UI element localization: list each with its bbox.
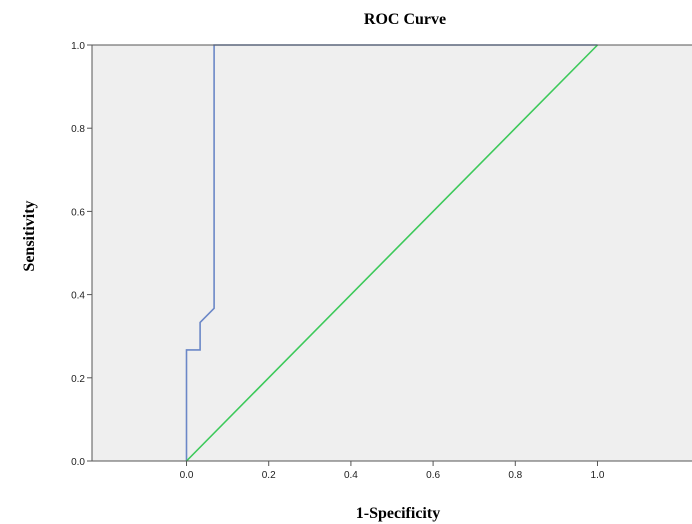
x-tick-label: 0.6 bbox=[426, 470, 440, 481]
chart-title: ROC Curve bbox=[364, 11, 446, 28]
x-axis-label: 1-Specificity bbox=[356, 505, 440, 522]
x-tick-label: 0.2 bbox=[262, 470, 276, 481]
y-tick-label: 0.4 bbox=[71, 291, 85, 302]
x-tick-label: 0.8 bbox=[508, 470, 522, 481]
y-tick-label: 0.2 bbox=[71, 374, 85, 385]
y-tick-label: 0.6 bbox=[71, 207, 85, 218]
y-tick-label: 0.0 bbox=[71, 457, 85, 468]
x-tick-label: 0.4 bbox=[344, 470, 358, 481]
x-axis-ticks: 0.0 0.2 0.4 0.6 0.8 1.0 bbox=[180, 461, 605, 481]
y-tick-label: 0.8 bbox=[71, 124, 85, 135]
y-axis-label: Sensitivity bbox=[21, 200, 38, 271]
y-axis-ticks: 0.0 0.2 0.4 0.6 0.8 1.0 bbox=[71, 41, 92, 468]
x-tick-label: 1.0 bbox=[591, 470, 605, 481]
y-tick-label: 1.0 bbox=[71, 41, 85, 52]
x-tick-label: 0.0 bbox=[180, 470, 194, 481]
reference-diagonal-line bbox=[185, 44, 599, 462]
